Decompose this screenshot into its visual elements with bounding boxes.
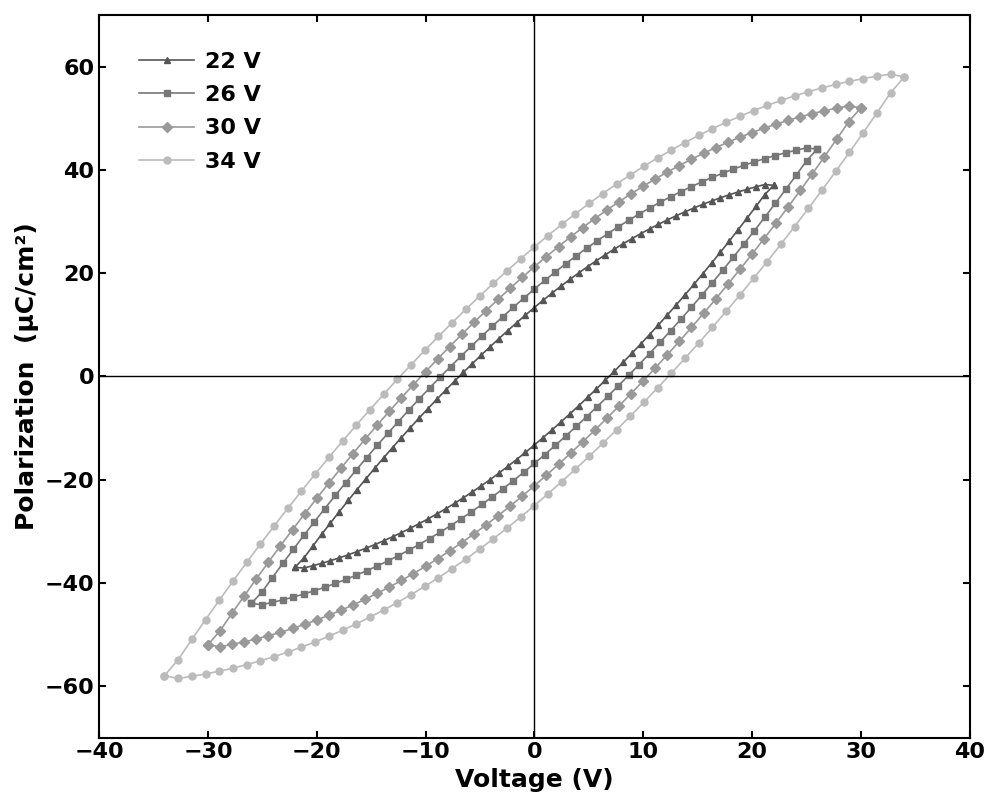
30 V [323,479,335,488]
26 V [382,429,394,438]
22 V [378,453,390,462]
30 V [855,103,867,113]
34 V [871,71,883,81]
30 V [359,434,371,444]
26 V [245,599,257,608]
34 V [337,437,349,446]
30 V [843,101,855,111]
Line: 30 V: 30 V [204,102,864,648]
34 V [241,558,253,567]
Line: 26 V: 26 V [248,144,821,607]
34 V [898,72,910,82]
26 V [790,145,802,155]
Line: 22 V: 22 V [292,181,777,571]
26 V [801,143,813,153]
26 V [455,351,467,361]
26 V [308,517,320,527]
22 V [404,423,416,433]
Line: 34 V: 34 V [161,71,908,679]
30 V [782,115,794,125]
22 V [714,193,726,203]
22 V [289,562,301,572]
22 V [342,495,354,505]
26 V [748,157,760,167]
22 V [768,181,780,190]
34 V [295,487,307,496]
30 V [444,341,456,351]
26 V [811,144,823,154]
Y-axis label: Polarization  (μC/cm²): Polarization (μC/cm²) [15,223,39,530]
30 V [202,640,214,650]
30 V [831,103,843,113]
34 V [816,83,828,93]
34 V [158,671,170,680]
26 V [350,465,362,475]
X-axis label: Voltage (V): Voltage (V) [455,768,614,792]
Legend: 22 V, 26 V, 30 V, 34 V: 22 V, 26 V, 30 V, 34 V [128,40,273,182]
30 V [274,541,286,550]
34 V [885,69,897,79]
22 V [759,180,771,190]
22 V [750,182,762,191]
22 V [466,359,478,369]
34 V [432,332,444,341]
